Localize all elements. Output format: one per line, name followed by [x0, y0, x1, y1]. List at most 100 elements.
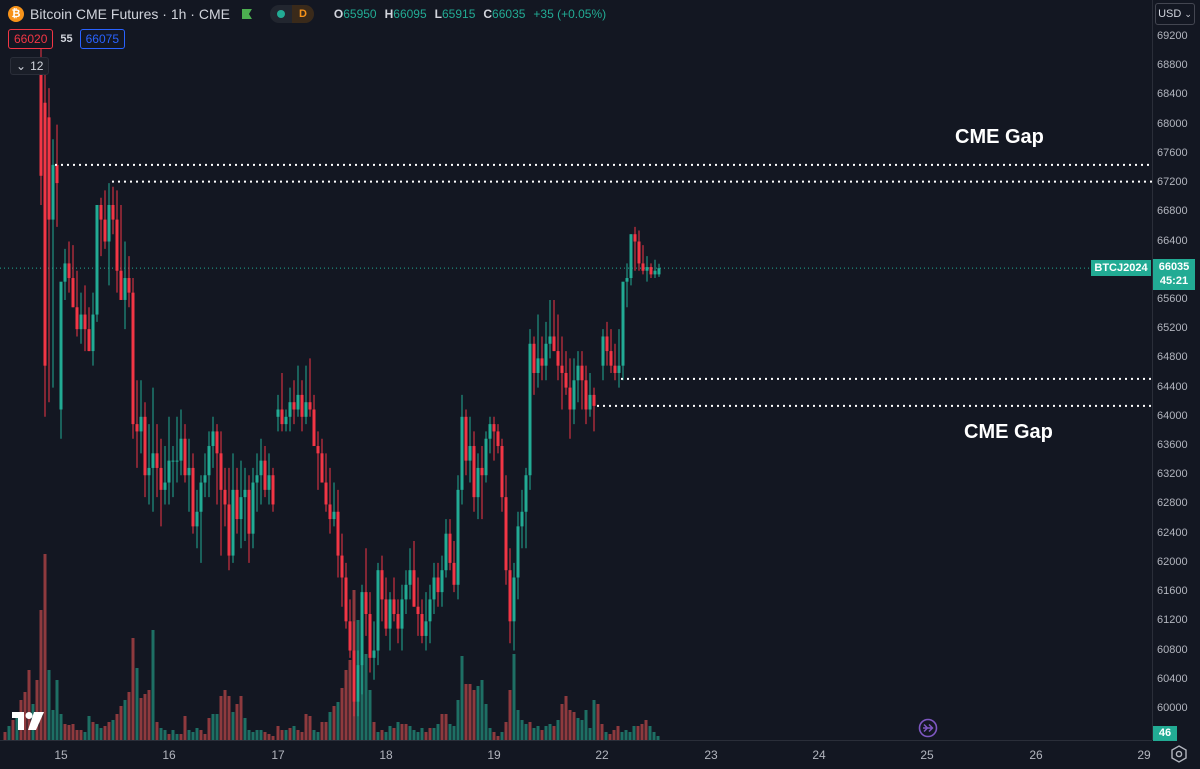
price-axis-label: 64400 [1157, 380, 1188, 393]
volume-bar [243, 718, 247, 740]
time-axis-label: 23 [704, 748, 718, 762]
candle-body [512, 577, 516, 622]
candle-body [199, 482, 203, 512]
time-axis[interactable] [0, 740, 1152, 769]
chevron-down-icon: ⌄ [16, 59, 27, 73]
volume-bar [91, 722, 95, 740]
price-axis[interactable] [1152, 0, 1200, 740]
indicators-toggle-button[interactable]: ⌄ 12 [10, 57, 50, 75]
candle-body [99, 204, 103, 220]
volume-bar [628, 732, 632, 740]
volume-bar [616, 726, 620, 740]
candle-body [179, 438, 183, 461]
low-label: L [434, 7, 442, 21]
candle-body [448, 533, 452, 563]
candle-body [480, 467, 484, 476]
volume-bar [632, 726, 636, 740]
volume-bar [300, 732, 304, 740]
volume-bar [111, 720, 115, 740]
current-price-label: 66035 45:21 [1153, 259, 1195, 290]
volume-bar [316, 732, 320, 740]
candle-body [637, 241, 641, 264]
cme-gap-annotation-lower[interactable]: CME Gap [964, 421, 1053, 443]
candle-body [568, 387, 572, 410]
candle-body [508, 570, 512, 622]
close-label: C [483, 7, 493, 21]
candle-body [215, 431, 219, 454]
candle-body [135, 424, 139, 432]
candle-body [645, 267, 649, 271]
candle-body [444, 533, 448, 571]
candle-body [552, 336, 556, 352]
price-axis-label: 62400 [1157, 526, 1188, 539]
candle-body [625, 278, 629, 282]
volume-bar [568, 710, 572, 740]
volume-bar [135, 668, 139, 740]
candle-body [488, 424, 492, 439]
candle-body [572, 380, 576, 410]
volume-bar [288, 728, 292, 740]
volume-bar [59, 714, 63, 740]
price-axis-label: 61600 [1157, 585, 1188, 598]
candle-body [123, 278, 127, 300]
price-axis-label: 67600 [1157, 146, 1188, 159]
candle-body [39, 58, 43, 176]
candle-body [360, 592, 364, 666]
volume-bar [404, 724, 408, 740]
candle-body [155, 453, 159, 468]
candle-body [536, 358, 540, 373]
bitcoin-icon: ₿ [8, 6, 24, 22]
volume-bar [95, 724, 99, 740]
candle-body [456, 489, 460, 585]
volume-bar [384, 732, 388, 740]
volume-bar [175, 734, 179, 740]
buy-button[interactable]: 66075 [79, 29, 125, 49]
volume-bar [360, 650, 364, 740]
volume-bar [247, 730, 251, 740]
volume-bar [540, 730, 544, 740]
price-change: +35 (+0.05%) [533, 7, 607, 21]
candle-body [171, 460, 175, 462]
tradingview-logo-icon[interactable] [12, 712, 44, 730]
symbol-price-tag: BTCJ2024 [1091, 260, 1151, 276]
candle-body [416, 606, 420, 615]
volume-bar [223, 690, 227, 740]
volume-bar [187, 730, 191, 740]
sell-button[interactable]: 66020 [8, 29, 54, 49]
currency-selector[interactable]: USD ⌄ [1155, 3, 1195, 25]
volume-bar [163, 730, 167, 740]
volume-bar [508, 690, 512, 740]
price-axis-label: 68000 [1157, 117, 1188, 130]
candle-body [280, 409, 284, 425]
market-status-pill[interactable]: D [269, 5, 314, 23]
candle-body [167, 460, 171, 483]
volume-bar [87, 716, 91, 740]
candle-body [464, 416, 468, 461]
candle-body [376, 570, 380, 651]
go-to-realtime-icon[interactable] [918, 718, 938, 738]
cme-gap-annotation-upper[interactable]: CME Gap [955, 126, 1044, 148]
candle-body [584, 380, 588, 410]
symbol-title[interactable]: Bitcoin CME Futures · 1h · CME [30, 6, 230, 22]
volume-bar [143, 694, 147, 740]
volume-bar [284, 730, 288, 740]
volume-bar [448, 724, 452, 740]
candle-body [271, 475, 275, 505]
candle-body [436, 577, 440, 593]
volume-bar [368, 690, 372, 740]
buy-sell-panel: 66020 55 66075 [8, 29, 125, 49]
chart-settings-icon[interactable] [1170, 745, 1188, 763]
green-flag-icon[interactable] [241, 9, 252, 19]
volume-bar [412, 730, 416, 740]
volume-bar [436, 724, 440, 740]
price-axis-label: 62800 [1157, 497, 1188, 510]
volume-bar [51, 710, 55, 740]
volume-bar [127, 692, 131, 740]
candle-body [472, 446, 476, 498]
volume-bar [308, 716, 312, 740]
volume-bar [3, 732, 7, 740]
currency-label: USD [1158, 8, 1182, 20]
price-chart[interactable] [0, 0, 1152, 740]
volume-bar [159, 728, 163, 740]
volume-bar [191, 732, 195, 740]
